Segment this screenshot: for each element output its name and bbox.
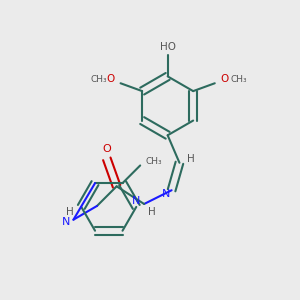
Text: O: O (102, 144, 111, 154)
Text: O: O (220, 74, 229, 84)
Text: CH₃: CH₃ (91, 75, 107, 84)
Text: H: H (187, 154, 195, 164)
Text: HO: HO (160, 42, 176, 52)
Text: O: O (106, 74, 115, 84)
Text: N: N (132, 196, 140, 206)
Text: N: N (61, 217, 70, 226)
Text: CH₃: CH₃ (146, 157, 162, 166)
Text: H: H (148, 207, 156, 217)
Text: CH₃: CH₃ (230, 75, 247, 84)
Text: H: H (66, 207, 74, 217)
Text: N: N (161, 189, 170, 199)
